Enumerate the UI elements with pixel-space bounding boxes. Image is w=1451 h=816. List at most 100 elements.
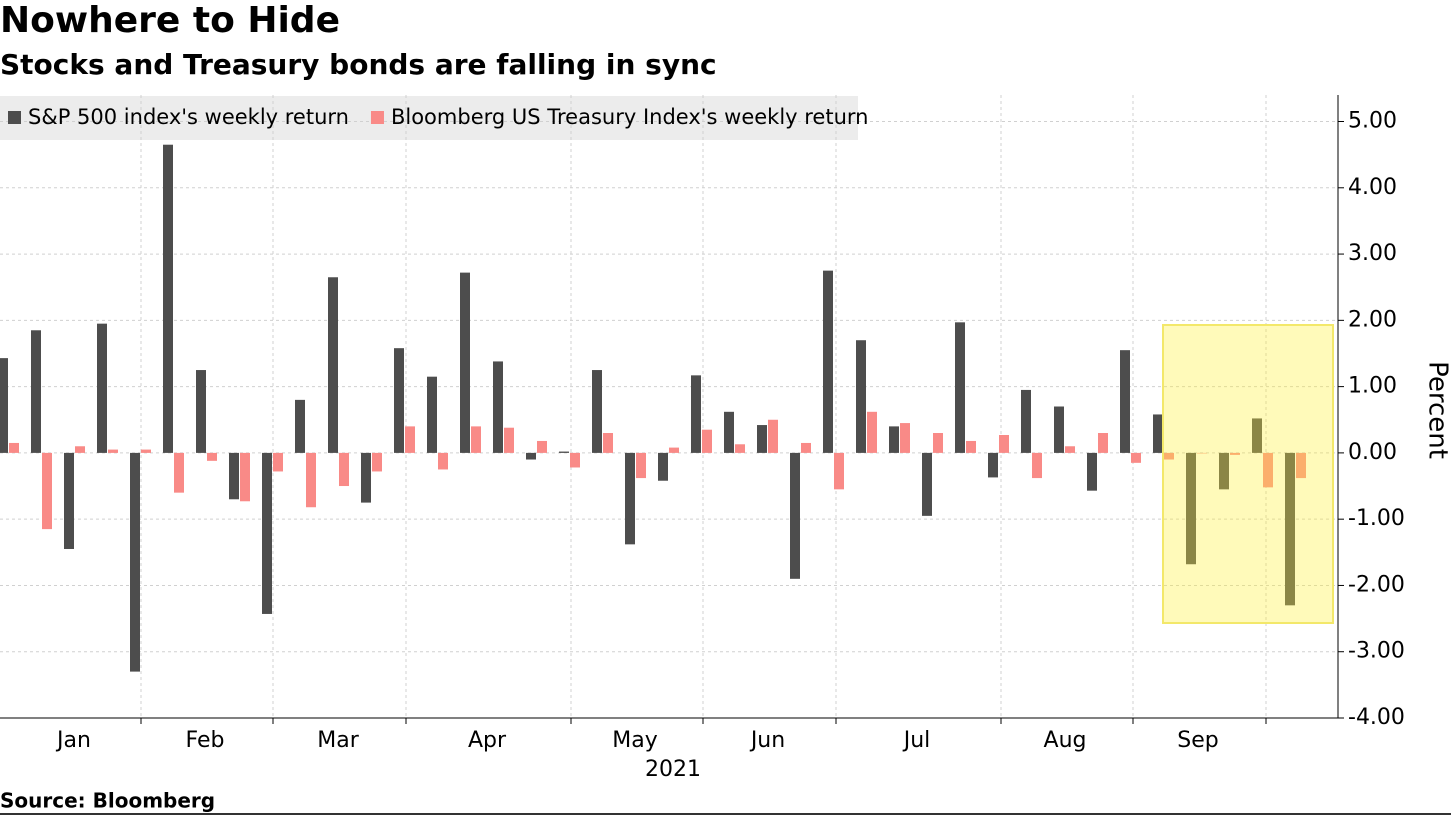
bar: [669, 447, 679, 453]
bar: [625, 452, 635, 545]
bar: [339, 452, 349, 487]
bar: [1252, 418, 1262, 453]
x-tick-label: Jul: [902, 728, 931, 753]
x-tick-label: Jan: [55, 728, 91, 753]
bar: [735, 444, 745, 453]
bar: [1296, 452, 1306, 479]
x-tick-label: Apr: [468, 728, 507, 753]
bar: [801, 442, 811, 453]
bar: [229, 452, 239, 500]
bar: [1021, 389, 1031, 453]
bar: [75, 446, 85, 453]
bar: [1285, 452, 1295, 606]
y-tick-label: -1.00: [1348, 506, 1405, 531]
y-tick-label: 0.00: [1348, 440, 1397, 465]
bar: [31, 330, 41, 453]
bar: [1087, 452, 1097, 491]
legend-background: [0, 96, 858, 140]
bar: [867, 411, 877, 453]
bar: [702, 429, 712, 453]
bar: [1197, 452, 1207, 454]
bar: [658, 452, 668, 481]
legend-swatch: [8, 111, 21, 124]
y-tick-label: 4.00: [1348, 175, 1397, 200]
bar: [988, 452, 998, 478]
bar: [394, 348, 404, 453]
bar: [328, 277, 338, 453]
bar: [1098, 433, 1108, 453]
y-tick-label: 5.00: [1348, 109, 1397, 134]
bar: [306, 452, 316, 508]
bar: [141, 449, 151, 453]
legend-swatch: [370, 111, 384, 124]
y-tick-label: -2.00: [1348, 572, 1405, 597]
x-tick-label: Feb: [186, 728, 225, 753]
bar: [526, 452, 536, 460]
bar: [889, 426, 899, 453]
bar: [1186, 452, 1196, 565]
bar: [207, 452, 217, 461]
bar: [768, 419, 778, 453]
bar: [757, 425, 767, 453]
chart-title: Nowhere to Hide: [0, 0, 340, 41]
bar: [130, 452, 140, 672]
bar: [1230, 452, 1240, 455]
bar: [559, 451, 569, 453]
bar: [361, 452, 371, 503]
bar: [900, 423, 910, 453]
bar: [691, 375, 701, 453]
y-tick-label: 1.00: [1348, 374, 1397, 399]
bar: [724, 411, 734, 453]
bar: [493, 361, 503, 453]
bar: [603, 433, 613, 453]
bar: [966, 440, 976, 453]
bar: [592, 370, 602, 453]
x-tick-label: Sep: [1177, 728, 1218, 753]
source: Source: Bloomberg: [0, 789, 215, 813]
bar: [471, 426, 481, 453]
y-tick-label: 3.00: [1348, 241, 1397, 266]
bar: [1032, 452, 1042, 479]
bar: [1065, 446, 1075, 453]
highlight-box: [1162, 324, 1334, 624]
x-tick-label: May: [612, 728, 657, 753]
bar: [1054, 406, 1064, 453]
bar: [1153, 414, 1163, 453]
y-tick-label: 2.00: [1348, 307, 1397, 332]
y-axis-title: Percent: [1423, 361, 1451, 459]
bar: [790, 452, 800, 579]
bars: [0, 144, 1306, 672]
bar: [372, 452, 382, 472]
bar: [504, 427, 514, 453]
bar: [108, 449, 118, 453]
bar: [933, 433, 943, 453]
x-axis-year: 2021: [645, 757, 701, 782]
bar: [174, 452, 184, 493]
bar: [262, 452, 272, 614]
bar: [1263, 452, 1273, 488]
bar: [999, 434, 1009, 453]
bar: [196, 370, 206, 453]
bar: [922, 452, 932, 516]
y-tick-label: -3.00: [1348, 639, 1405, 664]
bar: [570, 452, 580, 468]
bar: [1164, 452, 1174, 460]
y-tick-label: -4.00: [1348, 705, 1405, 730]
bar: [295, 399, 305, 453]
bar: [9, 442, 19, 453]
x-tick-label: Jun: [749, 728, 785, 753]
bar: [64, 452, 74, 549]
bar: [405, 426, 415, 453]
bar: [823, 270, 833, 453]
bar: [1120, 350, 1130, 453]
bar: [1131, 452, 1141, 463]
chart-subtitle: Stocks and Treasury bonds are falling in…: [0, 48, 717, 81]
legend-label: S&P 500 index's weekly return: [28, 105, 349, 129]
x-tick-label: Aug: [1044, 728, 1087, 753]
bar: [1219, 452, 1229, 490]
bar: [438, 452, 448, 470]
grid: [0, 95, 1338, 724]
bar: [537, 440, 547, 453]
bar: [636, 452, 646, 479]
